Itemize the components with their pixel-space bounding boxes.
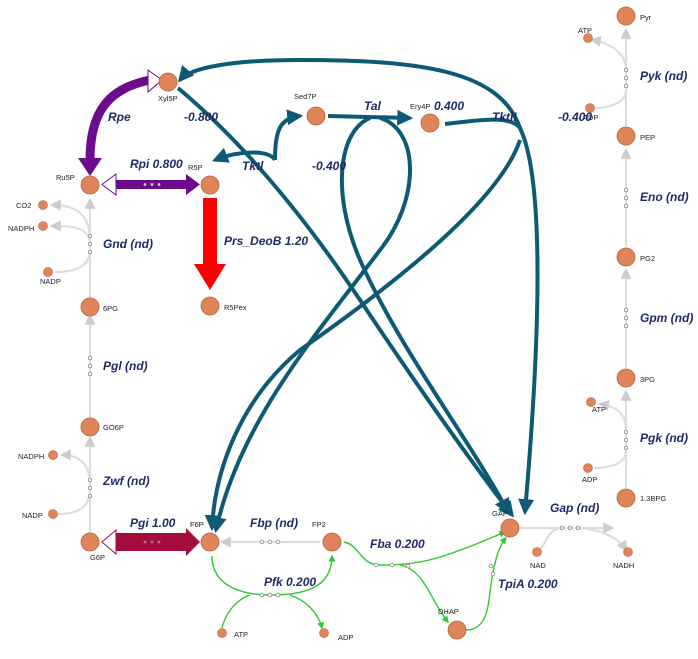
reaction-gpm: Gpm (nd) <box>640 311 693 325</box>
node-nadph-2 <box>48 450 58 460</box>
node-13bpg <box>616 488 636 508</box>
inactive-edges <box>49 27 632 552</box>
label-pg2: PG2 <box>640 254 655 263</box>
node-3pg <box>616 368 636 388</box>
label-nadph-1: NADPH <box>8 224 34 233</box>
node-atp-pyk <box>583 33 593 43</box>
reaction-rpe: Rpe <box>108 110 131 124</box>
reaction-eno: Eno (nd) <box>640 190 689 204</box>
node-r5pex <box>200 296 220 316</box>
label-nadp-1: NADP <box>40 277 61 286</box>
reaction-pfk: Pfk 0.200 <box>264 575 316 589</box>
node-pyr <box>616 6 636 26</box>
reaction-fbp: Fbp (nd) <box>250 516 298 530</box>
label-adp-pgk: ADP <box>582 475 597 484</box>
glycolysis-edges <box>211 531 507 631</box>
prs-deob-arrow[interactable] <box>194 198 226 290</box>
reaction-fba: Fba 0.200 <box>370 537 425 551</box>
label-nadph-2: NADPH <box>18 452 44 461</box>
label-pep: PEP <box>640 133 655 142</box>
label-g6p: G6P <box>90 553 105 562</box>
label-gap: GAP <box>492 509 508 518</box>
node-atp-pgk <box>586 397 596 407</box>
label-13bpg: 1.3BPG <box>640 494 666 503</box>
node-6pg <box>80 297 100 317</box>
label-sed7p: Sed7P <box>294 92 317 101</box>
label-adp-pyk: ADP <box>583 113 598 122</box>
node-nadph-1 <box>38 221 48 231</box>
node-r5p <box>200 175 220 195</box>
node-adp-pgk <box>583 463 593 473</box>
reaction-pgl: Pgl (nd) <box>103 359 148 373</box>
reaction-tktii-flux: -0.400 <box>558 110 592 124</box>
rpi-arrow[interactable] <box>101 173 200 196</box>
label-go6p: GO6P <box>103 423 124 432</box>
node-adp-pfk <box>319 628 329 638</box>
reaction-tktl-flux: -0.400 <box>312 159 346 173</box>
inactive-midpoints <box>88 68 629 545</box>
node-nadp-2 <box>48 509 58 519</box>
reaction-prs-deob: Prs_DeoB 1.20 <box>224 234 308 248</box>
label-ery4p: Ery4P <box>410 102 430 111</box>
reaction-rpe-flux: -0.800 <box>184 110 218 124</box>
label-6pg: 6PG <box>103 304 118 313</box>
glycolysis-midpoints <box>259 562 496 598</box>
node-go6p <box>80 417 100 437</box>
node-pep <box>616 126 636 146</box>
node-atp-pfk <box>217 628 227 638</box>
transketolase-edges <box>176 57 540 534</box>
label-atp-pyk: ATP <box>578 26 592 35</box>
label-pyr: Pyr <box>640 13 652 22</box>
reaction-gap: Gap (nd) <box>550 501 599 515</box>
reaction-tktl: Tktl <box>242 159 264 173</box>
label-atp-pfk: ATP <box>234 630 248 639</box>
reaction-pgk: Pgk (nd) <box>640 431 688 445</box>
metabolite-nodes[interactable] <box>38 6 636 640</box>
label-nadp-2: NADP <box>22 511 43 520</box>
label-r5p: R5P <box>188 163 203 172</box>
node-sed7p <box>306 106 326 126</box>
label-ru5p: Ru5P <box>56 173 75 182</box>
node-ery4p <box>420 113 440 133</box>
label-r5pex: R5Pex <box>224 303 247 312</box>
rpe-arrow[interactable] <box>78 69 163 176</box>
node-xyl5p <box>158 72 178 92</box>
reaction-tpia: TpiA 0.200 <box>498 577 558 591</box>
node-ru5p <box>80 175 100 195</box>
label-fp2: FP2 <box>312 520 326 529</box>
label-xyl5p: Xyl5P <box>158 94 178 103</box>
reaction-tal-flux: 0.400 <box>434 99 464 113</box>
node-nadp-1 <box>43 267 53 277</box>
label-atp-pgk: ATP <box>592 405 606 414</box>
pgi-arrow[interactable] <box>101 528 200 556</box>
reaction-labels[interactable]: Rpe -0.800 Rpi 0.800 Tktl -0.400 Tal 0.4… <box>102 69 693 591</box>
label-3pg: 3PG <box>640 375 655 384</box>
node-fp2 <box>322 532 342 552</box>
reaction-pyk: Pyk (nd) <box>640 69 687 83</box>
node-gap <box>500 518 520 538</box>
metabolite-labels: Xyl5P Ru5P R5P R5Pex Sed7P Ery4P CO2 NAD… <box>8 13 666 642</box>
label-co2: CO2 <box>16 201 31 210</box>
node-dhap <box>447 620 467 640</box>
reaction-gnd: Gnd (nd) <box>103 237 153 251</box>
reaction-tktii: TktII <box>492 110 517 124</box>
node-adp-pyk <box>585 103 595 113</box>
node-nad <box>532 547 542 557</box>
label-dhap: DHAP <box>438 607 459 616</box>
label-f6p: F6P <box>190 520 204 529</box>
reaction-pgi: Pgi 1.00 <box>130 516 176 530</box>
node-f6p <box>200 532 220 552</box>
node-pg2 <box>616 247 636 267</box>
label-nadh: NADH <box>613 561 634 570</box>
reaction-zwf: Zwf (nd) <box>102 474 150 488</box>
node-g6p <box>80 532 100 552</box>
node-nadh <box>623 547 633 557</box>
node-co2 <box>38 200 48 210</box>
reaction-rpi: Rpi 0.800 <box>130 157 183 171</box>
label-nad: NAD <box>530 561 546 570</box>
label-adp-pfk: ADP <box>338 633 353 642</box>
reaction-tal: Tal <box>364 99 382 113</box>
